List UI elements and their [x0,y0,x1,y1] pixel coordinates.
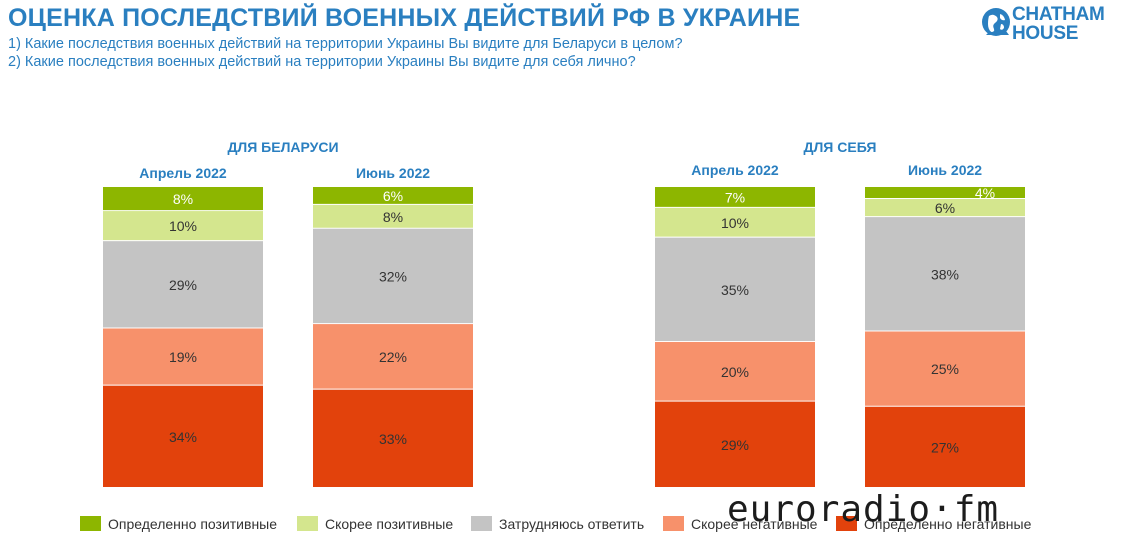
chart-title: ОЦЕНКА ПОСЛЕДСТВИЙ ВОЕННЫХ ДЕЙСТВИЙ РФ В… [8,4,801,32]
bar-segment-belarus-june-hard-to-say [313,228,473,325]
bar-segment-self-june-rather-positive [865,199,1025,218]
question-1: 1) Какие последствия военных действий на… [8,36,683,52]
bar-segment-self-april-rather-positive [655,207,815,238]
data-label-belarus-june-rather-positive: 8% [383,209,403,225]
bar-segment-self-june-rather-negative [865,331,1025,407]
group-title-belarus: ДЛЯ БЕЛАРУСИ [227,139,339,155]
chatham-house-logo: CHATHAM HOUSE [980,5,1120,45]
data-label-self-april-definitely-negative: 29% [721,437,749,453]
data-label-self-june-hard-to-say: 38% [931,266,959,282]
bar-segment-self-june-definitely-positive [865,187,1025,200]
bar-segment-belarus-april-definitely-positive [103,187,263,212]
legend-swatch [836,516,857,531]
data-label-self-april-hard-to-say: 35% [721,282,749,298]
bar-segment-belarus-june-definitely-positive [313,187,473,205]
question-2: 2) Какие последствия военных действий на… [8,54,636,70]
data-label-belarus-april-rather-negative: 19% [169,349,197,365]
bar-segment-self-april-definitely-negative [655,401,815,488]
bar-segment-belarus-june-definitely-negative [313,389,473,488]
legend-swatch [663,516,684,531]
data-label-belarus-april-definitely-negative: 34% [169,429,197,445]
bar-segment-self-april-rather-negative [655,341,815,402]
legend-label: Скорее негативные [691,516,818,532]
data-label-self-june-definitely-negative: 27% [931,439,959,455]
group-title-self: ДЛЯ СЕБЯ [803,139,877,155]
logo-line-1: CHATHAM [1012,4,1105,25]
bar-segment-self-april-hard-to-say [655,237,815,342]
data-label-self-april-definitely-positive: 7% [725,189,745,205]
bar-segment-belarus-april-rather-positive [103,211,263,242]
data-label-belarus-april-rather-positive: 10% [169,218,197,234]
data-label-self-june-rather-positive: 6% [935,200,955,216]
legend-label: Скорее позитивные [325,516,454,532]
data-label-self-june-rather-negative: 25% [931,361,959,377]
column-label-self-april: Апрель 2022 [691,162,779,178]
data-label-belarus-june-rather-negative: 22% [379,349,407,365]
data-label-self-june-definitely-positive: 4% [975,185,995,201]
data-label-belarus-april-definitely-positive: 8% [173,191,193,207]
column-label-belarus-april: Апрель 2022 [139,165,227,181]
bar-segment-belarus-april-definitely-negative [103,385,263,488]
bar-segment-belarus-april-rather-negative [103,328,263,386]
data-label-belarus-june-definitely-positive: 6% [383,188,403,204]
legend-label: Определенно позитивные [108,516,278,532]
bar-segment-belarus-june-rather-negative [313,324,473,390]
bar-segment-belarus-june-rather-positive [313,204,473,229]
bar-segment-belarus-april-hard-to-say [103,241,263,329]
bar-segment-self-april-definitely-positive [655,187,815,208]
legend-swatch [297,516,318,531]
data-label-self-april-rather-positive: 10% [721,215,749,231]
legend-swatch [80,516,101,531]
data-label-belarus-june-definitely-negative: 33% [379,431,407,447]
logo-line-2: HOUSE [1012,23,1079,44]
bar-segment-self-june-definitely-negative [865,406,1025,488]
column-label-self-june: Июнь 2022 [907,162,983,178]
data-label-belarus-june-hard-to-say: 32% [379,268,407,284]
legend-label: Определенно негативные [864,516,1032,532]
logo-text: CHATHAM HOUSE [1012,5,1105,43]
legend-swatch [471,516,492,531]
bar-segment-self-june-hard-to-say [865,217,1025,332]
globe-icon [982,8,1010,36]
legend-label: Затрудняюсь ответить [499,516,645,532]
data-label-self-april-rather-negative: 20% [721,364,749,380]
data-label-belarus-april-hard-to-say: 29% [169,277,197,293]
euroradio-watermark: euroradio·fm [727,489,1000,530]
column-label-belarus-june: Июнь 2022 [355,165,431,181]
